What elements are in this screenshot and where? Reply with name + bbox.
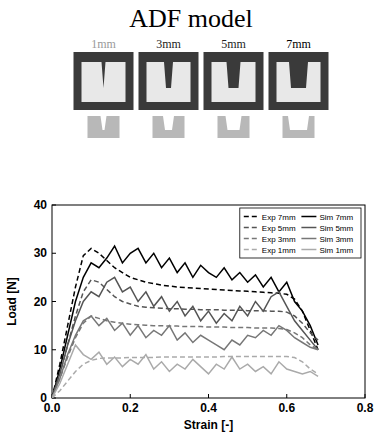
panel-label: 3mm <box>156 37 181 51</box>
x-axis-title: Strain [-] <box>184 418 233 432</box>
y-tick-label: 10 <box>34 343 48 357</box>
particle-model <box>283 116 315 138</box>
series-line <box>52 345 318 398</box>
legend-swatch <box>244 216 259 218</box>
legend-label: Sim 5mm <box>319 224 353 233</box>
legend-label: Sim 1mm <box>319 246 353 255</box>
x-tick <box>286 394 287 398</box>
specimen <box>212 62 256 102</box>
specimen <box>147 62 191 102</box>
photo <box>204 52 264 110</box>
x-tick-label: 0.8 <box>357 401 374 415</box>
legend-label: Exp 1mm <box>262 246 296 255</box>
x-tick <box>365 394 366 398</box>
x-tick-label: 0.2 <box>122 401 139 415</box>
series-line <box>52 316 318 398</box>
legend-swatch <box>244 238 259 240</box>
legend-swatch <box>301 238 316 240</box>
series-line <box>52 277 318 398</box>
panel-label: 5mm <box>221 37 246 51</box>
lines <box>52 246 318 398</box>
y-tick-label: 0 <box>40 391 47 405</box>
y-tick <box>52 301 56 302</box>
legend: Exp 7mm Sim 7mm Exp 5mm Sim 5mm Exp 3mm Sim 3… <box>240 208 361 258</box>
legend-swatch <box>301 227 316 229</box>
x-tick-label: 0.4 <box>200 401 217 415</box>
legend-label: Sim 3mm <box>319 235 353 244</box>
y-tick-label: 40 <box>34 198 48 212</box>
y-axis-title: Load [N] <box>5 277 19 326</box>
legend-swatch <box>244 227 259 229</box>
figure: ADF model1mm3mm5mm7mm0.00.20.40.60.80102… <box>0 0 382 441</box>
legend-label: Exp 5mm <box>262 224 296 233</box>
legend-swatch <box>244 249 259 251</box>
y-tick-label: 30 <box>34 246 48 260</box>
y-tick <box>52 349 56 350</box>
legend-swatch <box>301 216 316 218</box>
photo <box>269 52 329 110</box>
photo <box>74 52 134 110</box>
photo <box>139 52 199 110</box>
x-tick <box>130 394 131 398</box>
particle-model <box>88 116 120 138</box>
specimen <box>277 62 321 102</box>
panel-label: 7mm <box>286 37 311 51</box>
figure-title: ADF model <box>129 4 253 33</box>
particle-model <box>218 116 250 138</box>
series-line <box>52 246 318 398</box>
y-tick <box>52 253 56 254</box>
y-tick-label: 20 <box>34 295 48 309</box>
x-tick <box>208 394 209 398</box>
legend-label: Exp 7mm <box>262 213 296 222</box>
legend-swatch <box>301 249 316 251</box>
plot-frame <box>52 205 365 398</box>
legend-label: Exp 3mm <box>262 235 296 244</box>
x-tick-label: 0.6 <box>278 401 295 415</box>
series-line <box>52 280 318 398</box>
series-line <box>52 316 318 398</box>
legend-box <box>240 208 361 258</box>
legend-label: Sim 7mm <box>319 213 353 222</box>
specimen <box>82 62 126 102</box>
series-line <box>52 248 318 398</box>
panel-label: 1mm <box>91 37 116 51</box>
particle-model <box>153 116 185 138</box>
y-tick <box>52 205 56 206</box>
